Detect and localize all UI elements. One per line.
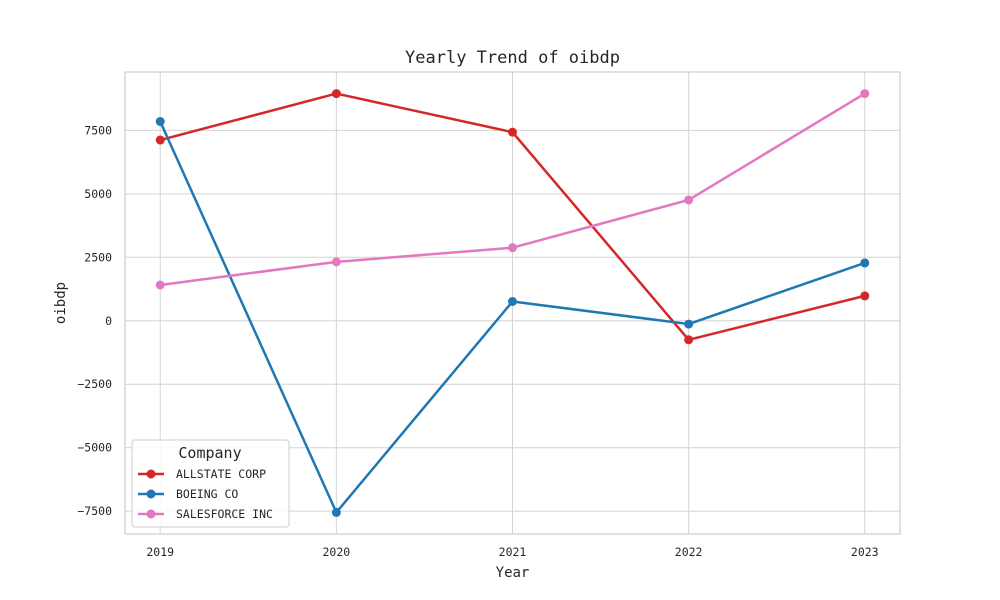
- legend-label: ALLSTATE CORP: [176, 467, 266, 481]
- legend-label: SALESFORCE INC: [176, 507, 273, 521]
- x-tick-label: 2020: [323, 545, 351, 559]
- data-point-boeing-co: [508, 296, 517, 306]
- data-point-allstate-corp: [860, 291, 870, 301]
- y-tick-label: −7500: [77, 504, 112, 518]
- chart-title: Yearly Trend of oibdp: [405, 48, 620, 68]
- series-salesforce-inc: [155, 89, 870, 290]
- legend-title: Company: [178, 444, 241, 462]
- y-tick-label: −5000: [77, 441, 112, 455]
- data-point-allstate-corp: [508, 127, 517, 137]
- data-point-boeing-co: [155, 117, 165, 126]
- y-tick-label: 7500: [84, 123, 112, 137]
- data-point-boeing-co: [860, 258, 870, 268]
- data-point-salesforce-inc: [508, 243, 517, 253]
- x-tick-label: 2019: [146, 545, 174, 559]
- legend-item-boeing-co: BOEING CO: [138, 487, 238, 501]
- legend-label: BOEING CO: [176, 487, 238, 501]
- plot-frame: [124, 71, 901, 535]
- data-point-salesforce-inc: [860, 89, 870, 99]
- series-boeing-co: [155, 117, 870, 517]
- tick-labels: 2019 2020 2021 2022 2023 −7500 −5000 −2500 0 2500…: [77, 123, 878, 559]
- data-point-salesforce-inc: [331, 257, 341, 267]
- series-layer: [155, 89, 870, 517]
- legend-item-allstate-corp: ALLSTATE CORP: [138, 467, 266, 481]
- y-tick-label: 0: [105, 314, 112, 328]
- data-point-allstate-corp: [331, 89, 341, 99]
- data-point-boeing-co: [331, 507, 341, 517]
- legend-swatch-marker: [146, 469, 156, 479]
- x-tick-label: 2023: [851, 545, 879, 559]
- x-tick-label: 2022: [675, 545, 703, 559]
- series-allstate-corp: [155, 89, 870, 345]
- data-point-salesforce-inc: [684, 195, 694, 205]
- y-axis-label: oibdp: [53, 282, 69, 324]
- data-point-allstate-corp: [155, 135, 165, 145]
- y-tick-label: 2500: [84, 250, 112, 264]
- legend: Company ALLSTATE CORP BOEING CO SALESFORCE …: [131, 439, 290, 528]
- legend-box: [131, 439, 290, 528]
- x-axis-label: Year: [496, 565, 530, 581]
- legend-item-salesforce-inc: SALESFORCE INC: [138, 507, 273, 521]
- legend-swatch-marker: [146, 509, 156, 519]
- legend-swatch-marker: [146, 489, 156, 499]
- data-point-salesforce-inc: [155, 280, 165, 290]
- x-tick-label: 2021: [499, 545, 527, 559]
- data-point-allstate-corp: [684, 335, 694, 345]
- y-tick-label: −2500: [77, 377, 112, 391]
- y-tick-label: 5000: [84, 187, 112, 201]
- data-point-boeing-co: [684, 319, 694, 329]
